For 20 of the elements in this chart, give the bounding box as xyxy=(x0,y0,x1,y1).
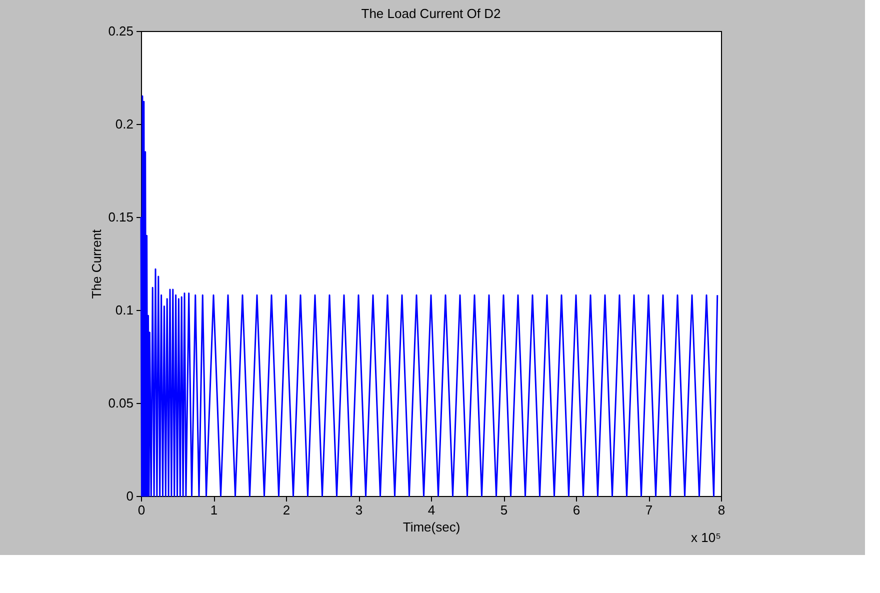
x-tick-label: 1 xyxy=(210,502,218,518)
x-tick-label: 0 xyxy=(138,502,146,518)
y-tick-label: 0.05 xyxy=(108,396,134,410)
x-tick-label: 6 xyxy=(572,502,580,518)
line-series xyxy=(140,95,718,497)
x-tick-label: 2 xyxy=(282,502,290,518)
chart-title: The Load Current Of D2 xyxy=(361,6,501,21)
y-tick-label: 0.1 xyxy=(115,302,134,318)
x-tick-label: 8 xyxy=(718,502,726,518)
y-tick-label: 0.15 xyxy=(108,210,134,224)
x-axis-title: Time(sec) xyxy=(402,520,460,534)
x-tick-label: 4 xyxy=(428,502,436,518)
x-tick-label: 5 xyxy=(500,502,508,518)
y-tick-label: 0.25 xyxy=(108,24,134,38)
y-axis-title: The Current xyxy=(89,228,104,299)
x-tick-label: 3 xyxy=(355,502,363,518)
y-tick-label: 0.2 xyxy=(115,116,134,132)
y-tick-label: 0 xyxy=(126,488,134,504)
x-tick-label: 7 xyxy=(645,502,653,518)
text: x 10⁵ xyxy=(691,530,721,545)
